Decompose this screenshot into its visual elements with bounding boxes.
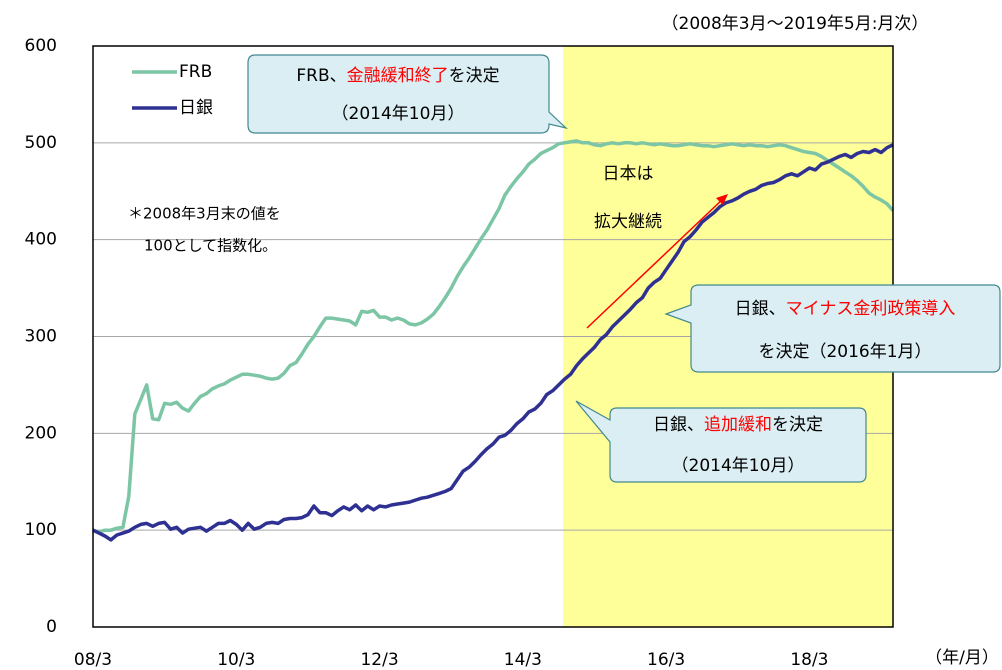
lines — [92, 139, 895, 542]
subtitle: （2008年3月～2019年5月:月次） — [662, 14, 929, 34]
trend-arrow-head — [716, 194, 728, 205]
callout-text-part: FRB、 — [296, 66, 346, 86]
callout-text-part: 追加緩和 — [704, 415, 772, 435]
highlight-label: 日本は — [603, 164, 654, 184]
callout-text: （2014年10月） — [672, 456, 805, 476]
note: ＊2008年3月末の値を — [128, 205, 281, 223]
callout-text-part: 日銀、 — [735, 299, 786, 319]
x-tick-label: 16/3 — [647, 650, 685, 670]
callout-text-part: （2014年10月） — [332, 104, 465, 124]
callout-text: 日銀、追加緩和を決定 — [653, 415, 823, 435]
y-tick-label: 300 — [25, 327, 57, 347]
callout-text-part: 金融緩和終了 — [347, 66, 449, 86]
callout: 日銀、マイナス金利政策導入 を決定（2016年1月） — [664, 284, 1001, 373]
series-line — [92, 139, 895, 534]
callout-text: FRB、金融緩和終了を決定 — [296, 66, 499, 86]
y-tick-label: 0 — [46, 617, 57, 637]
callout-box — [575, 400, 867, 483]
callout: FRB、金融緩和終了を決定 （2014年10月） — [247, 54, 569, 134]
y-tick-label: 600 — [25, 36, 57, 56]
x-tick-label: 08/3 — [74, 650, 112, 670]
highlight-label: 拡大継続 — [594, 212, 662, 232]
callout-text: （2014年10月） — [332, 104, 465, 124]
callout-text-part: （2014年10月） — [672, 456, 805, 476]
x-tick-label: 10/3 — [217, 650, 255, 670]
legend-label: FRB — [179, 62, 212, 82]
note: 100として指数化。 — [144, 237, 277, 255]
y-tick-label: 200 — [25, 423, 57, 443]
callout: 日銀、追加緩和を決定 （2014年10月） — [575, 400, 867, 483]
x-tick-label: 18/3 — [790, 650, 828, 670]
x-unit: （年/月） — [925, 648, 999, 668]
callout-text: 日銀、マイナス金利政策導入 — [735, 299, 956, 319]
y-tick-label: 100 — [25, 520, 57, 540]
callout-text-part: を決定（2016年1月） — [758, 342, 931, 362]
legend: FRB 日銀 — [132, 62, 213, 118]
callout-box — [247, 54, 569, 134]
callout-text: を決定（2016年1月） — [758, 342, 931, 362]
legend-label: 日銀 — [179, 98, 213, 118]
callout-text-part: を決定 — [772, 415, 823, 435]
callout-text-part: マイナス金利政策導入 — [786, 299, 956, 319]
callout-text-part: 日銀、 — [653, 415, 704, 435]
y-tick-label: 400 — [25, 230, 57, 250]
trend-arrow — [586, 196, 726, 329]
callout-box — [664, 284, 1001, 373]
x-tick-label: 12/3 — [360, 650, 398, 670]
callout-text-part: を決定 — [449, 66, 500, 86]
x-tick-label: 14/3 — [504, 650, 542, 670]
series-line — [92, 143, 894, 542]
y-tick-label: 500 — [25, 133, 57, 153]
